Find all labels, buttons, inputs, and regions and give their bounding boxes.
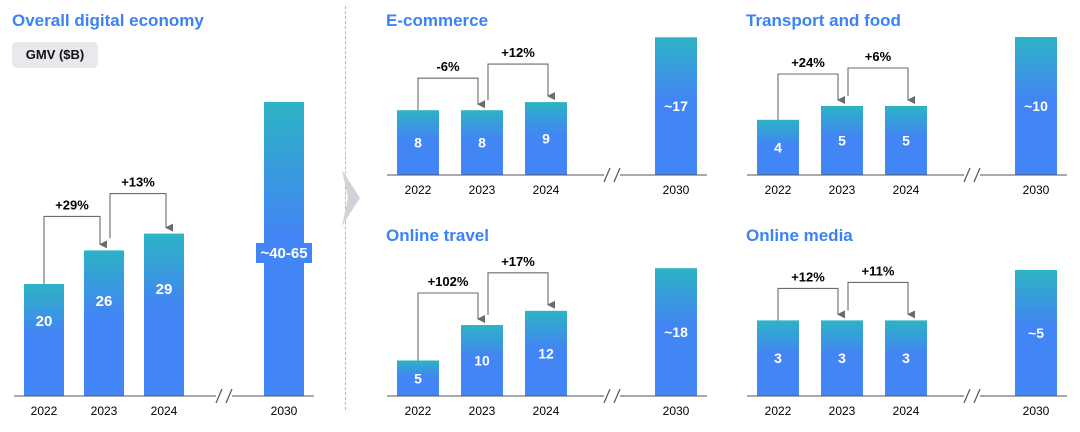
tick-label-2023: 2023 — [469, 183, 496, 197]
growth-arrow — [777, 287, 845, 321]
bar-2022 — [757, 119, 799, 175]
growth-arrow — [417, 77, 485, 111]
overall-title: Overall digital economy — [12, 11, 204, 30]
bar-2023 — [821, 106, 863, 175]
bar-2030 — [655, 268, 697, 396]
bar-2022 — [397, 360, 439, 396]
unit-badge: GMV ($B) — [12, 42, 98, 68]
bar-2024 — [144, 233, 184, 396]
growth-arrow — [109, 193, 173, 239]
growth-label: +102% — [428, 274, 469, 289]
transport-chart: 4 2022 5 2023 5 2024 ~10 2030 +24% +6% — [747, 37, 1067, 197]
value-label-2022: 20 — [36, 313, 53, 330]
value-label-2030: ~18 — [664, 324, 688, 340]
bar-2023 — [461, 110, 503, 175]
tick-label-2023: 2023 — [469, 404, 496, 418]
bar-2030 — [1015, 37, 1057, 175]
value-label-2023: 10 — [474, 353, 490, 369]
growth-arrow — [847, 281, 915, 319]
value-label-2030: ~10 — [1024, 98, 1048, 114]
growth-arrow — [487, 272, 555, 315]
tick-label-2024: 2024 — [893, 183, 920, 197]
media-title: Online media — [746, 226, 853, 245]
axis-break-icon — [215, 388, 233, 404]
bar-2024 — [885, 106, 927, 175]
bar-2030 — [655, 37, 697, 175]
bar-2022 — [757, 320, 799, 396]
bar-2024 — [525, 310, 567, 396]
tick-label-2030: 2030 — [1023, 183, 1050, 197]
value-label-2023: 3 — [838, 350, 846, 366]
bar-2022 — [24, 284, 64, 396]
growth-arrow — [417, 292, 485, 361]
bar-2023 — [821, 320, 863, 396]
tick-label-2030: 2030 — [1023, 404, 1050, 418]
axis-break-icon — [963, 388, 981, 404]
travel-title: Online travel — [386, 226, 489, 245]
value-label-2024: 5 — [902, 133, 910, 149]
axis-break-icon — [603, 388, 621, 404]
bar-2024 — [885, 320, 927, 396]
tick-label-2030: 2030 — [271, 404, 298, 418]
growth-label: +11% — [862, 263, 895, 278]
tick-label-2024: 2024 — [533, 404, 560, 418]
tick-label-2022: 2022 — [765, 183, 792, 197]
tick-label-2022: 2022 — [765, 404, 792, 418]
value-label-2024: 29 — [156, 281, 173, 298]
value-label-2030: ~17 — [664, 98, 688, 114]
value-label-2030: ~5 — [1028, 325, 1044, 341]
growth-label: -6% — [436, 59, 460, 74]
ecommerce-title: E-commerce — [386, 11, 489, 30]
media-chart: 3 2022 3 2023 3 2024 ~5 2030 +12% +11% — [747, 263, 1067, 418]
ecommerce-chart: 8 2022 8 2023 9 2024 ~17 2030 -6% +12% — [387, 37, 707, 197]
growth-label: +17% — [501, 254, 535, 269]
tick-label-2030: 2030 — [663, 183, 690, 197]
value-label-2024: 12 — [538, 345, 554, 361]
value-label-2022: 3 — [774, 350, 782, 366]
tick-label-2023: 2023 — [91, 404, 118, 418]
growth-label: +13% — [121, 175, 155, 190]
axis-break-icon — [963, 167, 981, 183]
tick-label-2024: 2024 — [533, 183, 560, 197]
growth-label: +29% — [55, 197, 89, 212]
chevron-right-icon — [342, 170, 360, 226]
growth-arrow — [487, 63, 555, 101]
value-label-2022: 5 — [414, 370, 422, 386]
growth-label: +12% — [501, 45, 535, 60]
value-label-2023: 26 — [96, 293, 113, 310]
panel-divider — [345, 6, 346, 410]
value-label-2023: 8 — [478, 135, 486, 151]
growth-arrow — [43, 215, 107, 284]
value-label-2023: 5 — [838, 133, 846, 149]
axis-break-icon — [603, 167, 621, 183]
growth-label: +24% — [791, 55, 825, 70]
tick-label-2030: 2030 — [663, 404, 690, 418]
bar-2022 — [397, 110, 439, 175]
growth-label: +6% — [865, 49, 892, 64]
bar-2030 — [1015, 270, 1057, 396]
value-label-bg — [256, 243, 312, 263]
travel-chart: 5 2022 10 2023 12 2024 ~18 2030 +102% +17% — [387, 254, 707, 418]
value-label-2022: 8 — [414, 135, 422, 151]
bar-2024 — [525, 102, 567, 175]
value-label-2024: 9 — [542, 131, 550, 147]
tick-label-2022: 2022 — [405, 404, 432, 418]
tick-label-2024: 2024 — [151, 404, 178, 418]
growth-arrow — [777, 73, 845, 120]
tick-label-2023: 2023 — [829, 404, 856, 418]
tick-label-2022: 2022 — [405, 183, 432, 197]
bar-2023 — [84, 250, 124, 396]
transport-title: Transport and food — [746, 11, 901, 30]
overall-chart: 20 2022 26 2023 29 2024 ~40-65 2030 +29% +13% — [14, 102, 314, 418]
tick-label-2022: 2022 — [31, 404, 58, 418]
growth-arrow — [847, 67, 915, 104]
value-label-2022: 4 — [774, 139, 782, 155]
value-label-2024: 3 — [902, 350, 910, 366]
growth-label: +12% — [791, 269, 825, 284]
value-label-2030: ~40-65 — [260, 245, 307, 262]
tick-label-2024: 2024 — [893, 404, 920, 418]
bar-2023 — [461, 325, 503, 396]
tick-label-2023: 2023 — [829, 183, 856, 197]
